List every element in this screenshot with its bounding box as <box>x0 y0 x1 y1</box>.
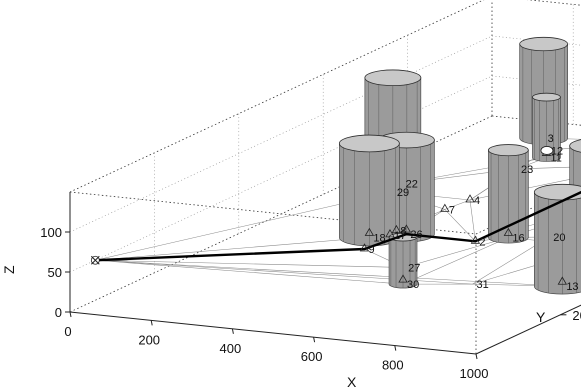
x-tick-label: 1000 <box>460 366 489 381</box>
triangle-marker <box>398 274 408 283</box>
box-edge <box>69 0 485 193</box>
cylinder-side <box>534 191 581 295</box>
y-axis-line <box>475 304 581 355</box>
x-axis-label: X <box>347 374 357 390</box>
triangle-marker <box>465 194 475 203</box>
triangle-marker <box>557 276 568 285</box>
triangle-marker <box>470 235 481 244</box>
node-label-4: 4 <box>474 195 480 207</box>
node-label-20: 20 <box>553 232 565 244</box>
node-label-8: 8 <box>400 226 406 238</box>
node-label-2: 2 <box>479 236 485 248</box>
mesh-edge <box>95 259 563 287</box>
triangle-marker <box>364 227 375 236</box>
node-labels: 2345678910111213141516171819202122232425… <box>369 133 579 293</box>
cylinder-top <box>487 144 529 157</box>
triangle-marker <box>359 243 370 252</box>
circle-marker <box>540 146 554 155</box>
y-tick-label: 200 <box>572 308 581 323</box>
cylinder-node-18 <box>338 134 400 247</box>
triangle-marker <box>440 203 450 212</box>
mesh-edge <box>546 146 581 151</box>
x-tick-mark <box>475 353 478 360</box>
triangle-marker <box>503 227 514 236</box>
cylinder-node-11 <box>532 92 561 162</box>
node-label-30: 30 <box>407 279 419 291</box>
node-label-27: 27 <box>408 262 420 274</box>
mesh-edge <box>444 209 476 242</box>
node-label-26: 26 <box>410 229 422 241</box>
x-tick-label: 800 <box>382 358 404 373</box>
z-tick-label: 50 <box>48 265 62 280</box>
z-tick-label: 0 <box>55 305 62 320</box>
x-tick-mark <box>150 320 153 326</box>
y-axis-label: Y <box>536 309 546 325</box>
x-tick-mark <box>231 328 234 334</box>
z-axis-label: Z <box>1 265 17 274</box>
triangle-marker <box>391 224 402 234</box>
cylinder-top <box>338 134 400 153</box>
x-tick-label: 400 <box>220 341 242 356</box>
x-axis-line <box>69 311 477 355</box>
node-label-18: 18 <box>373 233 385 245</box>
node-label-23: 23 <box>521 164 533 176</box>
node-label-7: 7 <box>449 204 455 216</box>
cylinder-top <box>519 36 569 52</box>
node-label-9: 9 <box>369 244 375 256</box>
node-markers <box>90 146 554 265</box>
tick-labels: 020040060080010002004006008001000050100 <box>40 225 581 381</box>
node-label-31: 31 <box>477 279 489 291</box>
cylinder-top <box>533 183 581 201</box>
mesh-edge <box>95 237 370 261</box>
node-label-17: 17 <box>394 230 406 242</box>
x-tick-label: 0 <box>64 324 71 339</box>
grid-line-z-side <box>69 75 493 273</box>
flight-path <box>95 190 581 262</box>
x-tick-mark <box>69 311 72 318</box>
node-label-12: 12 <box>551 145 563 157</box>
node-label-13: 13 <box>566 281 578 293</box>
triangle-marker <box>401 224 412 233</box>
node-label-22: 22 <box>406 178 418 190</box>
mesh-edge <box>404 237 509 268</box>
node-label-11: 11 <box>550 153 561 165</box>
mesh-edge <box>95 259 404 285</box>
cylinder-top <box>532 92 561 102</box>
cylinder-node-13 <box>533 183 581 295</box>
cylinder-node-16 <box>487 144 529 244</box>
box-edge <box>526 0 581 6</box>
triangle-marker <box>385 229 395 238</box>
node-label-29: 29 <box>397 187 409 199</box>
cylinder-top <box>364 69 422 87</box>
cylinder-top <box>569 139 581 153</box>
z-tick-label: 100 <box>40 225 62 240</box>
grid-line-z-side <box>69 35 493 233</box>
mesh-edge <box>402 237 509 285</box>
flight-path-line <box>95 190 581 262</box>
x-tick-label: 200 <box>138 332 160 347</box>
node-label-16: 16 <box>512 233 524 245</box>
node-label-3: 3 <box>548 133 554 145</box>
mesh-edge <box>95 259 405 268</box>
node-cylinders <box>338 36 581 295</box>
x-tick-label: 600 <box>301 349 323 364</box>
x-tick-mark <box>394 345 397 351</box>
start-marker-x <box>90 255 100 265</box>
x-tick-mark <box>313 337 316 343</box>
mesh-edge <box>469 199 476 242</box>
